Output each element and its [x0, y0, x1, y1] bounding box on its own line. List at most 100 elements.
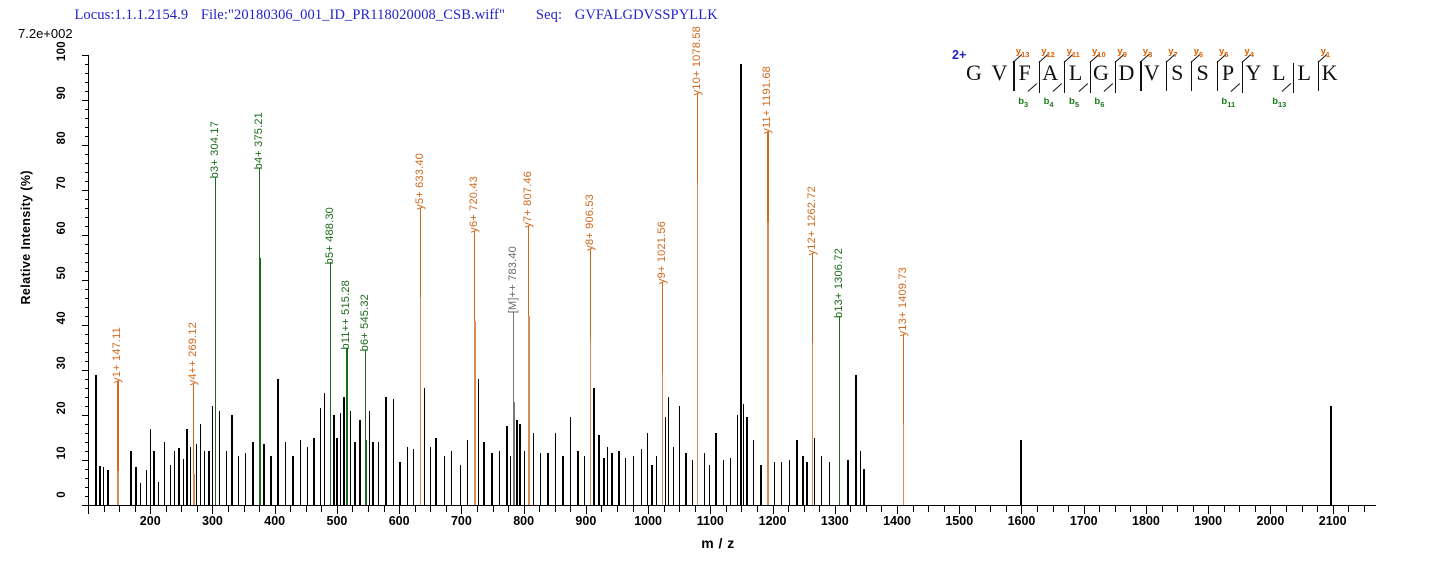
peak [678, 406, 680, 505]
peak [237, 455, 240, 505]
ion-label-y10: y10 [1092, 46, 1106, 59]
x-tick-label: 1800 [1132, 514, 1160, 528]
x-tick-minor [632, 506, 634, 512]
y-tick-label: 10 [56, 446, 68, 460]
peak [231, 415, 233, 505]
x-tick-label: 1100 [696, 514, 724, 528]
peak [709, 464, 711, 505]
y-tick-minor [85, 487, 88, 488]
peak [523, 451, 526, 505]
peak [95, 374, 97, 505]
x-tick-label: 1000 [634, 514, 662, 528]
fragment-bar-b [1089, 63, 1091, 93]
x-tick-minor [912, 506, 914, 512]
peak [672, 446, 675, 505]
residue-l-13: L [1272, 60, 1286, 85]
peak [516, 419, 518, 505]
fragment-bar-b [1292, 63, 1294, 93]
peak [691, 460, 694, 505]
peak-fragment-y [767, 221, 769, 505]
peak [284, 442, 287, 505]
peak [806, 462, 808, 505]
annotation-leader-line [811, 253, 813, 343]
y-tick-minor [85, 397, 88, 398]
peak [863, 469, 865, 505]
peak [685, 453, 687, 505]
peak [218, 410, 221, 505]
x-tick-major [212, 506, 214, 514]
annotation-label: y9+ 1021.56 [655, 221, 668, 285]
ion-label-b13: b13 [1272, 96, 1287, 109]
peak [135, 467, 137, 505]
fragment-bar-y [1165, 61, 1167, 91]
annotation-label: y13+ 1409.73 [897, 266, 910, 336]
peak [385, 397, 387, 505]
annotation-leader-line [259, 167, 261, 258]
x-tick-minor [103, 506, 105, 512]
x-tick-minor [850, 506, 852, 512]
ion-label-y4: y4 [1244, 46, 1254, 59]
annotation-label: b6+ 545.32 [359, 294, 372, 352]
residue-p-11: P [1221, 60, 1235, 85]
peak [722, 460, 725, 505]
annotation-leader-line [838, 316, 841, 406]
peak-fragment-b [329, 352, 332, 505]
peak [336, 437, 338, 505]
x-tick-minor [1114, 506, 1116, 512]
x-tick-minor [1177, 506, 1179, 512]
residue-s-9: S [1171, 60, 1184, 85]
annotation-leader-line [513, 311, 515, 402]
peak [547, 453, 549, 505]
ion-label-b4: b4 [1043, 96, 1054, 109]
fragment-bar-b [1114, 63, 1117, 93]
file-text: File:"20180306_001_ID_PR118020008_CSB.wi… [200, 7, 506, 23]
annotation-label: y5+ 633.40 [413, 153, 426, 210]
y-tick-minor [85, 127, 88, 128]
x-tick-minor [694, 506, 696, 512]
annotation-leader-line [696, 93, 699, 184]
peak-fragment-y [811, 343, 813, 505]
x-tick-minor [1239, 506, 1241, 512]
y-tick-minor [85, 307, 88, 308]
annotation-label: y6+ 720.43 [468, 175, 481, 233]
y-tick-minor [85, 298, 88, 299]
x-tick-minor [228, 506, 230, 512]
header-info: Locus:1.1.1.2154.9 File:"20180306_001_ID… [0, 6, 1436, 26]
fragment-bar-y [1318, 61, 1320, 91]
peak [651, 464, 653, 505]
y-tick-minor [85, 352, 88, 353]
x-tick-major [88, 506, 89, 514]
peak [459, 464, 461, 505]
x-tick-label: 1900 [1194, 514, 1223, 528]
peak [173, 451, 176, 505]
x-tick-major [959, 506, 961, 514]
mass-spectrum-plot [88, 55, 1370, 505]
x-tick-minor [134, 506, 136, 512]
x-tick-minor [181, 506, 183, 512]
y-tick [82, 235, 88, 236]
residue-s-10: S [1196, 60, 1209, 85]
y-tick-minor [85, 433, 88, 434]
x-axis-title: m / z [701, 535, 735, 551]
x-tick-minor [476, 506, 478, 512]
y-tick-minor [85, 316, 88, 317]
x-tick-minor [928, 506, 930, 512]
y-tick-minor [85, 406, 88, 407]
peak-fragment-y [528, 316, 530, 505]
peak [450, 451, 453, 505]
x-tick-minor [1099, 506, 1101, 512]
y-tick-minor [85, 181, 88, 182]
x-tick-minor [943, 506, 945, 512]
x-tick-minor [259, 506, 261, 512]
x-tick-minor [119, 506, 121, 512]
y-tick-minor [85, 388, 88, 389]
peak-fragment-b [346, 437, 348, 505]
annotation-label: [M]++ 783.40 [507, 246, 520, 314]
peak [313, 437, 315, 505]
sequence-text: GVFALGDVSSPYLLK [574, 7, 718, 23]
peak-fragment-y [661, 372, 663, 505]
peak [554, 433, 557, 505]
peak [519, 424, 521, 505]
y-tick-minor [85, 496, 88, 497]
peak [443, 455, 446, 505]
